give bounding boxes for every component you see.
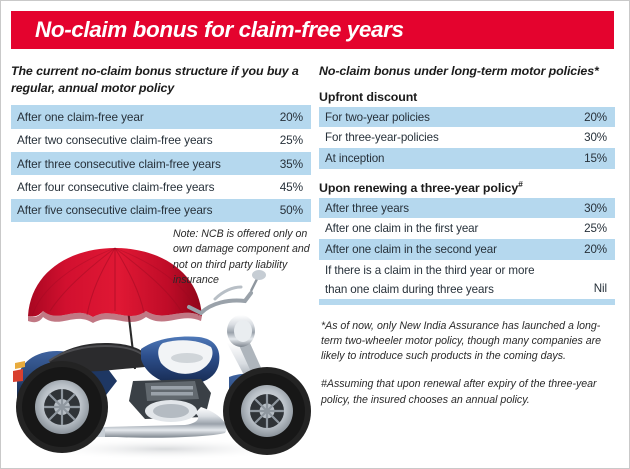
row-label: After one claim-free year [17, 109, 144, 124]
row-label: For three-year-policies [325, 131, 439, 145]
row-value: 35% [279, 156, 303, 171]
row-label: After one claim in the second year [325, 242, 497, 256]
table-row: After one claim in the first year 25% [319, 218, 615, 239]
row-label: After one claim in the first year [325, 222, 479, 236]
row-label: After three years [325, 201, 410, 215]
row-label: After three consecutive claim-free years [17, 156, 221, 171]
table-row: After one claim in the second year 20% [319, 238, 615, 260]
row-value: 30% [584, 131, 607, 145]
page-title: No-claim bonus for claim-free years [35, 17, 404, 42]
annual-policy-table: After one claim-free year 20% After two … [11, 105, 311, 223]
right-column: No-claim bonus under long-term motor pol… [319, 63, 615, 408]
row-value: 20% [279, 109, 303, 124]
table-row: For three-year-policies 30% [319, 127, 615, 148]
table-row: After four consecutive claim-free years … [11, 175, 311, 198]
table-row: After three consecutive claim-free years… [11, 152, 311, 176]
row-label: At inception [325, 151, 385, 165]
table-row: After three years 30% [319, 197, 615, 219]
renewal-heading-label: Upon renewing a three-year policy [319, 180, 519, 195]
motorcycle-umbrella-illustration [5, 231, 319, 468]
row-label: After five consecutive claim-free years [17, 203, 213, 218]
table-row: After two consecutive claim-free years 2… [11, 129, 311, 152]
row-label-line2: than one claim during three years [325, 282, 494, 296]
row-label: After two consecutive claim-free years [17, 133, 213, 148]
row-value: Nil [593, 281, 607, 295]
table-row: For two-year policies 20% [319, 106, 615, 128]
table-bottom-strip [319, 298, 615, 305]
row-label: After four consecutive claim-free years [17, 180, 215, 195]
table-row: At inception 15% [319, 147, 615, 169]
renewal-table: After three years 30% After one claim in… [319, 197, 615, 299]
row-value: 20% [584, 110, 607, 124]
row-value: 20% [584, 242, 607, 256]
row-value: 30% [584, 201, 607, 215]
row-value: 15% [584, 151, 607, 165]
umbrella-icon [28, 247, 202, 323]
left-note: Note: NCB is offered only on own damage … [173, 228, 310, 287]
footnote-asterisk: *As of now, only New India Assurance has… [321, 319, 602, 363]
row-label-line1: If there is a claim in the third year or… [325, 263, 535, 277]
footnote-hash: #Assuming that upon renewal after expiry… [321, 378, 597, 406]
upfront-discount-heading: Upfront discount [319, 89, 418, 104]
upfront-discount-table: For two-year policies 20% For three-year… [319, 106, 615, 169]
row-value: 25% [279, 133, 303, 148]
motorcycle-icon [13, 270, 311, 455]
row-label: For two-year policies [325, 110, 430, 124]
table-row: After one claim-free year 20% [11, 105, 311, 129]
right-section-title: No-claim bonus under long-term motor pol… [319, 64, 599, 78]
renewal-heading: Upon renewing a three-year policy# [319, 179, 615, 196]
row-value: 25% [584, 222, 607, 236]
ground-shadow [35, 438, 295, 460]
table-row: If there is a claim in the third year or… [319, 260, 615, 299]
row-label: If there is a claim in the third year or… [319, 260, 561, 299]
headline-bar: No-claim bonus for claim-free years [11, 11, 614, 49]
left-column: The current no-claim bonus structure if … [11, 63, 311, 223]
table-row: After five consecutive claim-free years … [11, 198, 311, 223]
row-value: 45% [279, 180, 303, 195]
left-section-title: The current no-claim bonus structure if … [11, 64, 299, 95]
renewal-heading-mark: # [518, 178, 523, 189]
row-value: 50% [279, 203, 303, 218]
